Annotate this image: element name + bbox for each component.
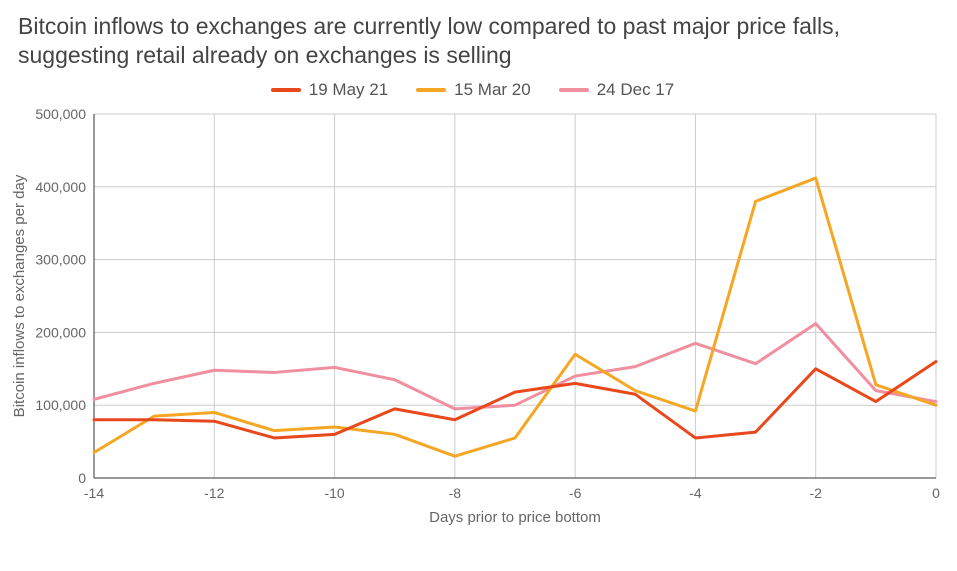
svg-text:Bitcoin inflows to exchanges p: Bitcoin inflows to exchanges per day — [11, 174, 28, 417]
svg-text:-10: -10 — [324, 485, 344, 501]
svg-text:Days prior to price bottom: Days prior to price bottom — [429, 509, 601, 526]
legend-item-2: 24 Dec 17 — [559, 80, 675, 100]
series-line-1 — [94, 178, 936, 456]
legend: 19 May 21 15 Mar 20 24 Dec 17 — [6, 80, 939, 100]
legend-swatch-1 — [416, 88, 446, 92]
svg-text:400,000: 400,000 — [35, 178, 86, 194]
svg-text:500,000: 500,000 — [35, 108, 86, 122]
svg-text:300,000: 300,000 — [35, 251, 86, 267]
chart-title: Bitcoin inflows to exchanges are current… — [18, 12, 931, 70]
svg-text:-6: -6 — [569, 485, 582, 501]
legend-item-1: 15 Mar 20 — [416, 80, 531, 100]
legend-swatch-2 — [559, 88, 589, 92]
svg-text:200,000: 200,000 — [35, 324, 86, 340]
svg-text:100,000: 100,000 — [35, 397, 86, 413]
chart-plot: 0 100,000 200,000 300,000 400,000 500,000 -14 -… — [6, 108, 939, 528]
legend-label-2: 24 Dec 17 — [597, 80, 675, 100]
svg-text:-12: -12 — [204, 485, 224, 501]
series-line-2 — [94, 323, 936, 408]
svg-text:-8: -8 — [449, 485, 462, 501]
svg-text:-14: -14 — [84, 485, 104, 501]
svg-text:0: 0 — [932, 485, 940, 501]
svg-text:0: 0 — [78, 470, 86, 486]
svg-text:-2: -2 — [809, 485, 822, 501]
legend-swatch-0 — [271, 88, 301, 92]
legend-label-0: 19 May 21 — [309, 80, 388, 100]
chart-svg: 0 100,000 200,000 300,000 400,000 500,000 -14 -… — [6, 108, 946, 528]
svg-text:-4: -4 — [689, 485, 702, 501]
legend-item-0: 19 May 21 — [271, 80, 388, 100]
series-line-0 — [94, 361, 936, 437]
chart-container: Bitcoin inflows to exchanges are current… — [0, 0, 957, 571]
legend-label-1: 15 Mar 20 — [454, 80, 531, 100]
